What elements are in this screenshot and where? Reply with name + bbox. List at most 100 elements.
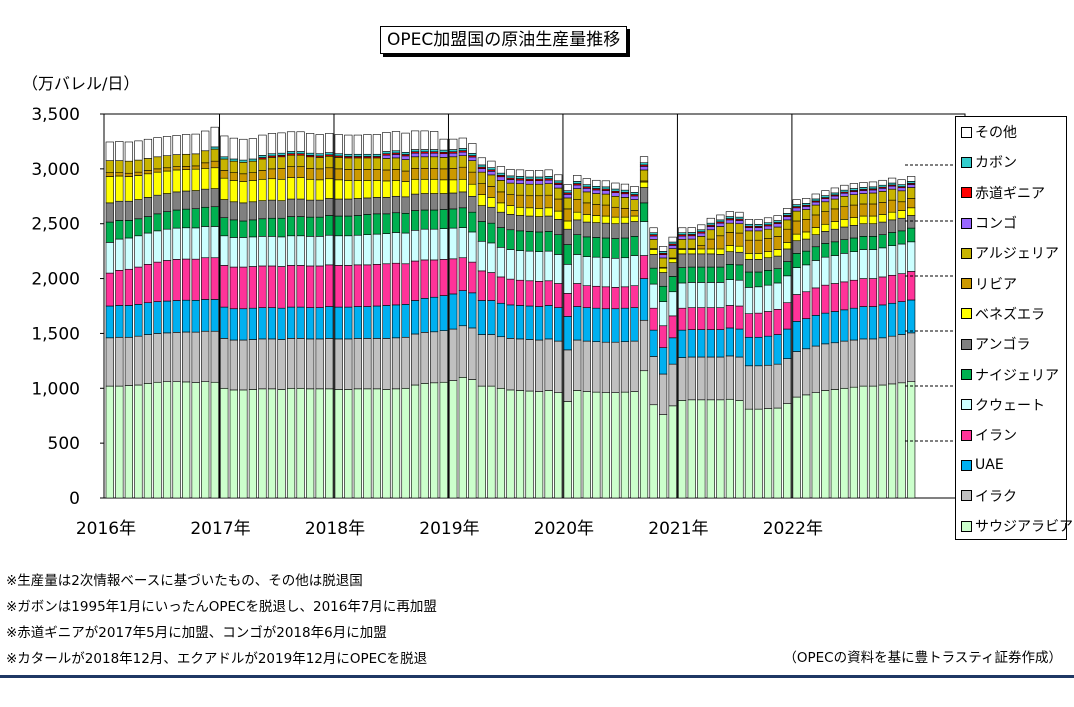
bar-segment: [439, 209, 448, 229]
legend-label: ナイジェリア: [975, 367, 1059, 384]
bar-segment: [439, 228, 448, 260]
bar-segment: [401, 387, 410, 499]
bar-segment: [315, 199, 324, 218]
bar-segment: [315, 265, 324, 308]
bar-segment: [344, 389, 353, 499]
bar-segment: [544, 183, 553, 196]
bar-segment: [763, 408, 773, 499]
bar-segment: [506, 304, 515, 339]
bar-segment: [277, 156, 286, 169]
bar-segment: [496, 247, 506, 278]
bar-segment: [840, 387, 849, 499]
bar-segment: [449, 208, 458, 229]
bar-segment: [678, 253, 687, 268]
bar-segment: [391, 232, 401, 264]
bar-segment: [659, 267, 668, 273]
bar-segment: [897, 201, 906, 211]
bar-segment: [887, 335, 897, 385]
bar-segment: [620, 208, 630, 218]
y-tick-label: 500: [48, 434, 80, 454]
bar-segment: [659, 254, 668, 259]
bar-segment: [496, 202, 506, 213]
bar-segment: [105, 337, 114, 387]
x-tick-label: 2019年: [419, 519, 479, 539]
bar-segment: [449, 293, 458, 330]
bar-segment: [687, 249, 696, 255]
bar-segment: [430, 152, 439, 158]
bar-segment: [821, 190, 830, 196]
bar-segment: [849, 386, 859, 499]
legend-label: アルジェリア: [975, 246, 1059, 263]
bar-segment: [763, 270, 773, 286]
bar-segment: [821, 390, 830, 499]
bar-segment: [678, 307, 687, 331]
bar-segment: [372, 197, 382, 215]
bar-segment: [601, 193, 610, 206]
bar-segment: [162, 260, 172, 302]
bar-segment: [439, 295, 448, 331]
bar-segment: [420, 228, 429, 261]
bar-segment: [325, 133, 334, 153]
bar-segment: [668, 245, 677, 249]
bar-segment: [649, 254, 658, 269]
bar-segment: [258, 338, 267, 390]
bar-segment: [573, 188, 582, 200]
bar-segment: [458, 207, 467, 228]
legend-item: カボン: [956, 147, 1066, 177]
bar-segment: [210, 226, 219, 259]
bar-segment: [306, 338, 315, 390]
bar-segment: [115, 270, 124, 306]
bar-segment: [859, 249, 868, 279]
legend-swatch: [961, 369, 972, 381]
bar-segment: [783, 248, 792, 262]
bar-segment: [849, 194, 859, 206]
bar-segment: [258, 158, 267, 171]
bar-segment: [134, 335, 143, 386]
bar-segment: [458, 325, 467, 378]
bar-segment: [725, 305, 734, 329]
bar-segment: [725, 211, 734, 217]
bar-segment: [592, 189, 601, 194]
bar-segment: [286, 387, 296, 499]
bar-segment: [115, 336, 124, 387]
bar-segment: [630, 307, 639, 342]
bar-segment: [430, 331, 439, 384]
bar-segment: [477, 164, 486, 168]
bar-segment: [754, 271, 763, 288]
bar-segment: [849, 279, 859, 309]
bar-segment: [659, 285, 668, 302]
bar-segment: [363, 338, 372, 390]
bar-segment: [868, 338, 878, 387]
bar-segment: [840, 239, 849, 254]
bar-segment: [439, 157, 448, 170]
bar-segment: [792, 396, 801, 499]
bar-segment: [525, 215, 534, 232]
bar-segment: [296, 338, 305, 389]
bar-segment: [210, 126, 219, 148]
bar-segment: [296, 131, 305, 152]
legend-item: その他: [956, 117, 1066, 147]
bar-segment: [878, 214, 887, 223]
y-tick-label: 3,500: [31, 105, 80, 125]
bar-segment: [420, 152, 429, 158]
bar-segment: [630, 199, 639, 211]
bar-segment: [191, 153, 200, 167]
bar-segment: [372, 153, 382, 157]
bar-segment: [563, 190, 572, 194]
bar-segment: [143, 334, 153, 384]
y-tick-label: 1,000: [31, 379, 80, 399]
bar-segment: [668, 262, 677, 277]
bar-segment: [697, 248, 706, 255]
bar-segment: [506, 175, 515, 179]
bar-segment: [849, 204, 859, 218]
bar-segment: [239, 181, 248, 204]
bar-segment: [325, 338, 334, 390]
bar-segment: [267, 178, 277, 201]
bar-segment: [105, 221, 114, 243]
x-tick-label: 2016年: [76, 519, 136, 539]
bar-segment: [868, 306, 878, 340]
bar-segment: [201, 162, 210, 169]
bar-segment: [706, 248, 715, 255]
legend-label: クウェート: [975, 397, 1045, 414]
bar-segment: [506, 214, 515, 231]
